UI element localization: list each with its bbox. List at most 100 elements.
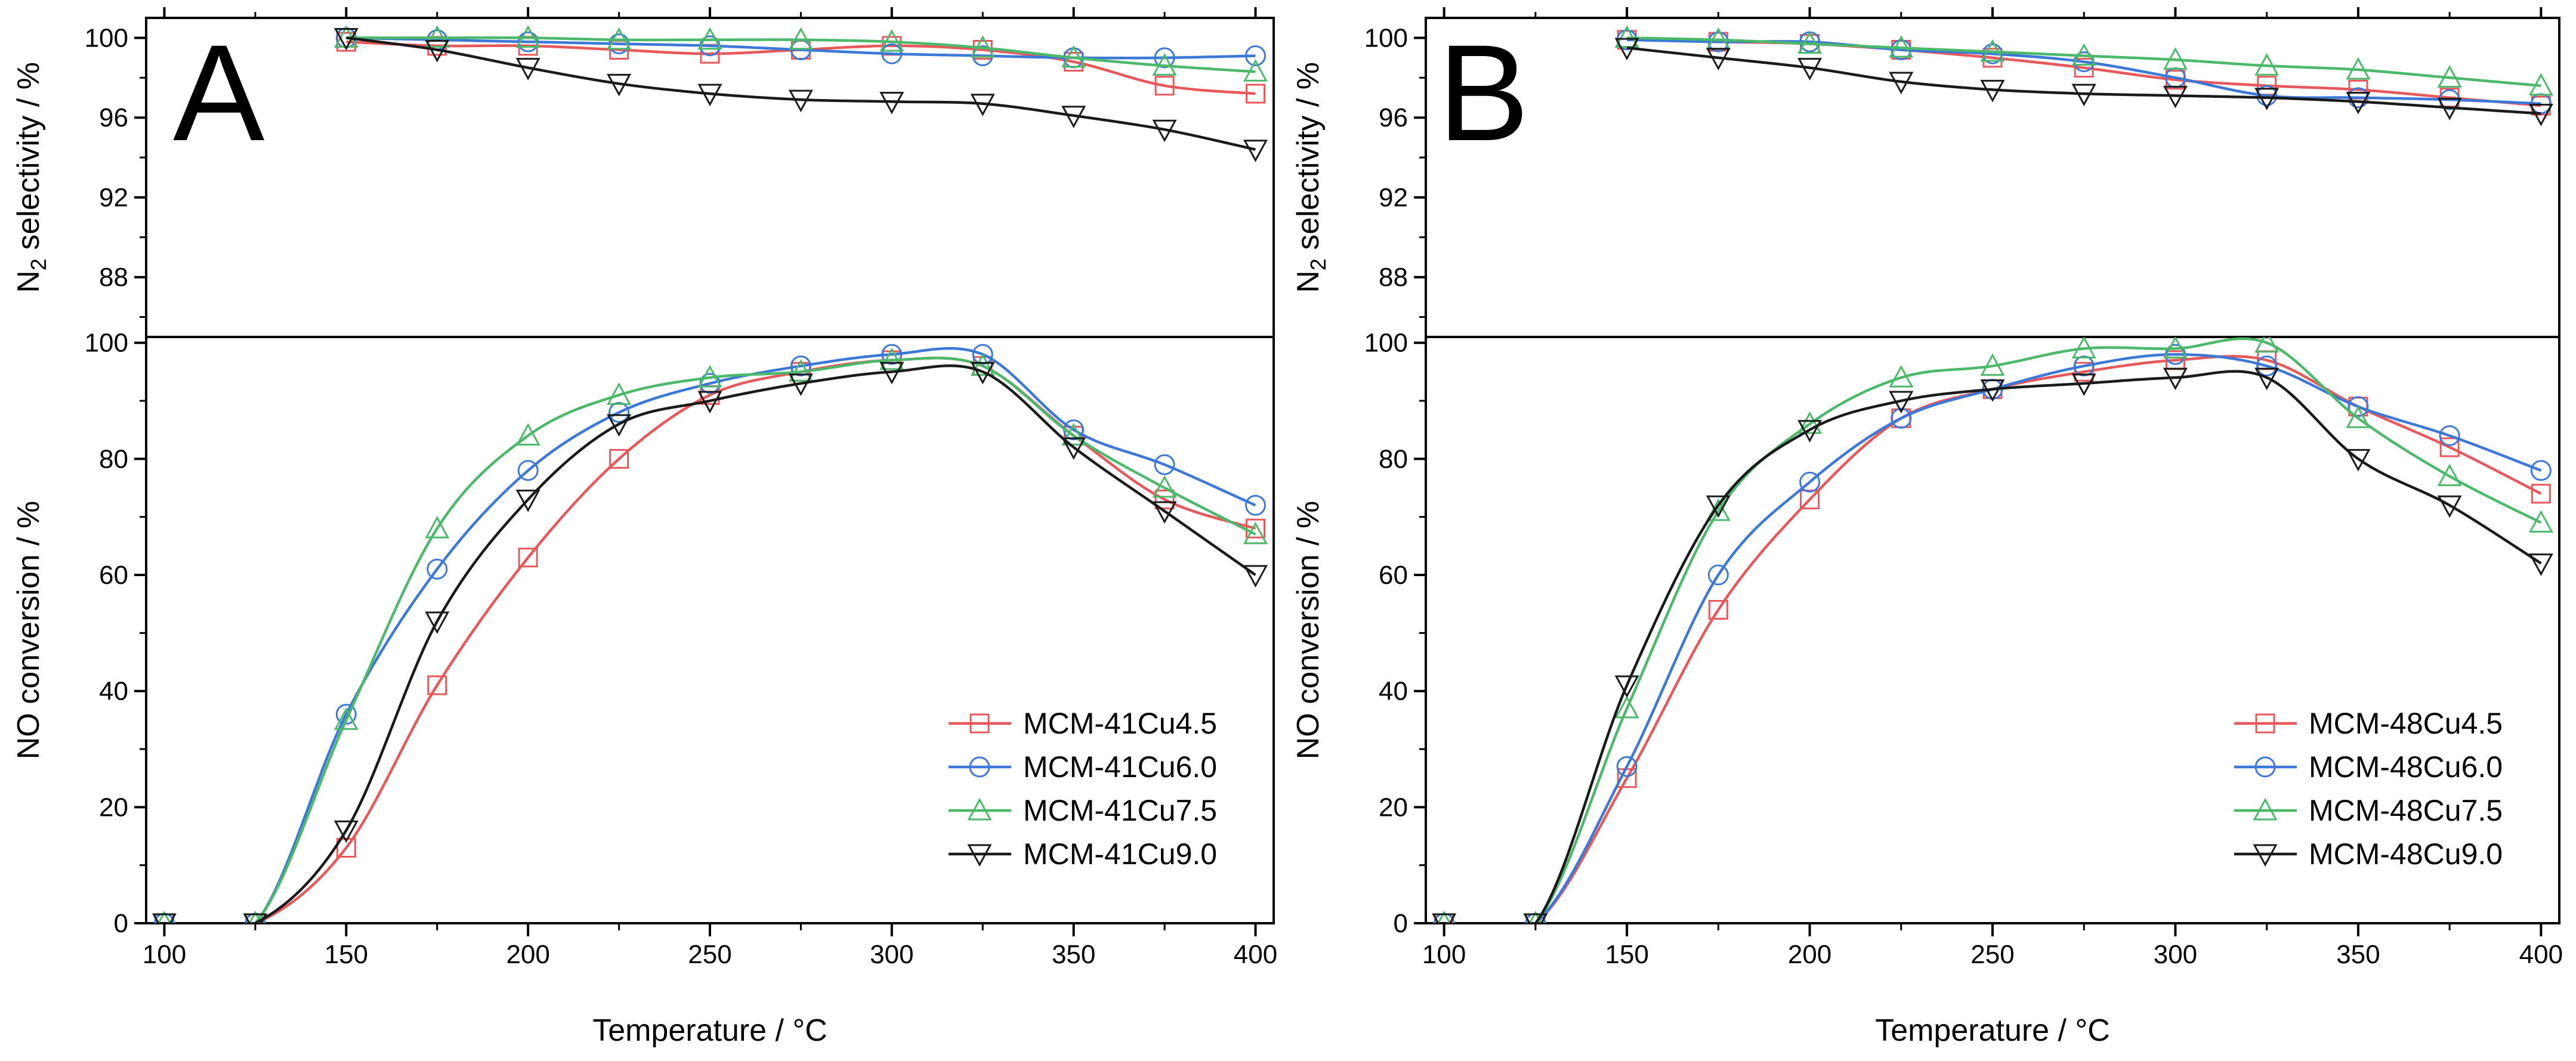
bottom-data-point [518, 547, 538, 568]
top-plot-frame [1425, 17, 2560, 338]
bottom-data-point [335, 704, 357, 725]
top-data-point [1152, 119, 1177, 143]
top-data-point [1245, 45, 1267, 67]
top-series-group [333, 25, 1268, 162]
bottom-data-point [2439, 425, 2460, 446]
legend: MCM-41Cu4.5 MCM-41Cu6.0 MCM-41Cu7.5 MCM-41C… [949, 707, 1217, 871]
top-data-point [2528, 73, 2553, 96]
bottom-data-point [1797, 411, 1823, 434]
bottom-data-point [1891, 407, 1912, 429]
bottom-data-point [2074, 361, 2094, 382]
top-series-line-4 [1626, 46, 2541, 115]
bottom-data-point [1707, 564, 1729, 586]
y-tick-label: 80 [1379, 444, 1408, 474]
top-data-point [2528, 104, 2553, 126]
bottom-data-point [1799, 471, 1821, 493]
top-data-point [1061, 106, 1086, 128]
bottom-data-point [972, 344, 993, 365]
top-data-point [2346, 91, 2371, 115]
bottom-data-point [1889, 364, 1914, 388]
bottom-data-point [1245, 494, 1267, 516]
top-data-point [2163, 47, 2188, 70]
y-tick-label: 40 [1379, 677, 1408, 706]
bottom-data-point [1432, 913, 1457, 923]
top-data-point [1980, 39, 2005, 62]
bottom-data-point [515, 490, 540, 512]
bottom-data-point [2256, 355, 2278, 377]
top-data-point [515, 25, 540, 48]
bottom-data-point [515, 423, 540, 446]
bottom-series-line-4 [164, 364, 1256, 923]
bottom-data-point [2346, 406, 2371, 428]
bottom-data-point [970, 361, 995, 385]
bottom-data-point [1061, 423, 1086, 446]
bottom-data-point [243, 913, 268, 923]
legend: MCM-48Cu4.5 MCM-48Cu6.0 MCM-48Cu7.5 MCM-48C… [2234, 707, 2503, 871]
bottom-data-point [2530, 460, 2552, 481]
y-tick-label: 60 [1379, 561, 1408, 590]
bottom-series-line-3 [1444, 337, 2542, 923]
legend-entry: MCM-41Cu6.0 [1023, 750, 1217, 784]
y-tick-label: 92 [1379, 183, 1408, 212]
x-tick-label: 250 [1970, 940, 2014, 969]
bottom-data-point [2531, 484, 2551, 504]
top-data-point [1797, 31, 1823, 54]
y-axis-label-bottom: NO conversion / % [11, 501, 46, 760]
legend-marker [967, 797, 992, 821]
top-series-line-3 [346, 36, 1256, 73]
bottom-data-point [2254, 367, 2280, 391]
top-data-point [1889, 72, 1914, 95]
x-axis-label: Temperature / °C [1875, 1013, 2110, 1048]
bottom-data-point [1243, 521, 1268, 545]
bottom-data-point [879, 347, 904, 370]
bottom-series-line-2 [164, 347, 1256, 923]
y-tick-label: 0 [1394, 909, 1408, 938]
bottom-data-point [1797, 420, 1823, 443]
legend-entry: MCM-48Cu9.0 [2309, 837, 2503, 871]
top-data-point [2437, 65, 2462, 88]
y-tick-label: 40 [99, 677, 128, 706]
bottom-data-point [1800, 490, 1820, 510]
bottom-data-point [2346, 448, 2371, 472]
bottom-data-point [1708, 599, 1728, 620]
legend-marker [2254, 756, 2276, 778]
bottom-data-point [2439, 437, 2460, 457]
top-data-point [425, 40, 450, 63]
bottom-data-point [607, 414, 632, 437]
bottom-data-point [2437, 463, 2462, 487]
x-tick-label: 250 [688, 940, 731, 969]
top-data-point [788, 89, 813, 113]
x-tick-label: 200 [1788, 940, 1831, 969]
bottom-data-point [607, 382, 632, 405]
panel-label: A [173, 16, 264, 169]
top-data-point [879, 91, 904, 115]
legend-entry: MCM-41Cu4.5 [1023, 707, 1217, 740]
top-data-point [1889, 35, 1914, 58]
bottom-series-line-4 [1444, 370, 2542, 923]
bottom-series-group [1432, 337, 2553, 923]
bottom-data-point [2163, 337, 2188, 358]
top-plot-frame [145, 17, 1275, 338]
y-tick-label: 100 [1364, 329, 1408, 358]
panel-label: B [1438, 16, 1529, 169]
x-tick-label: 150 [1605, 940, 1648, 969]
legend-marker [967, 844, 992, 867]
bottom-data-point [1154, 490, 1175, 510]
y-axis-label-top: N2 selectivity / % [1291, 62, 1330, 293]
top-data-point [970, 35, 995, 58]
bottom-data-point [1523, 913, 1548, 923]
y-tick-label: 80 [99, 444, 128, 474]
x-tick-label: 100 [143, 940, 186, 969]
bottom-data-point [427, 675, 447, 695]
bottom-series-line-2 [1444, 352, 2542, 923]
bottom-data-point [152, 913, 177, 923]
y-tick-label: 0 [114, 909, 128, 938]
legend-entry: MCM-48Cu7.5 [2309, 794, 2503, 827]
top-data-point [607, 73, 632, 97]
bottom-data-point [879, 361, 904, 385]
top-data-point [2346, 57, 2371, 80]
top-series-line-4 [346, 36, 1256, 151]
bottom-series-group [152, 344, 1268, 923]
bottom-data-point [2528, 553, 2553, 576]
top-series-line-3 [1627, 36, 2541, 87]
